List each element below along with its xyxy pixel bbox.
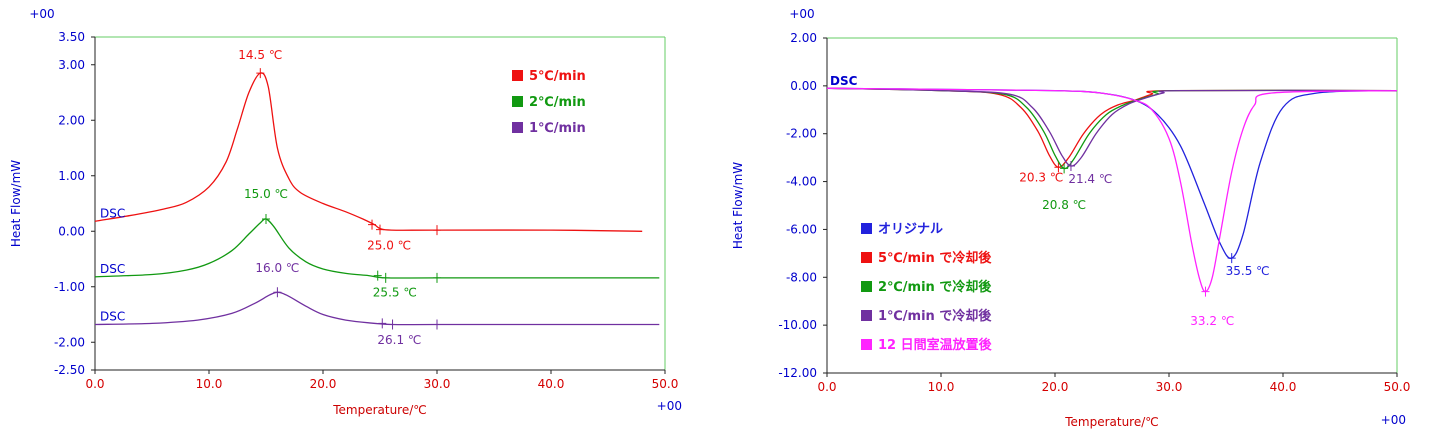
- peak-marker: [368, 219, 377, 230]
- curve-name-label: DSC: [100, 206, 125, 220]
- peak-marker: [433, 272, 441, 283]
- legend-swatch: [512, 70, 523, 81]
- y-tick-label: 2.00: [58, 113, 85, 127]
- peak-temperature-label: 20.8 ℃: [1042, 198, 1086, 212]
- peak-marker: [262, 214, 270, 225]
- curve-name-label: DSC: [100, 262, 125, 276]
- peak-marker: [1060, 163, 1069, 174]
- x-tick-label: 10.0: [196, 377, 223, 391]
- legend-swatch: [861, 252, 872, 263]
- series-line-2: [826, 87, 1398, 170]
- x-axis-title: Temperature/℃: [1064, 415, 1159, 429]
- series-line-1: [826, 87, 1398, 168]
- series-line-0: [94, 72, 643, 232]
- peak-temperature-label: 20.3 ℃: [1019, 171, 1063, 185]
- curve-name-label: DSC: [100, 309, 125, 323]
- legend-label: 1℃/min: [529, 121, 586, 136]
- legend-swatch: [512, 122, 523, 133]
- peak-marker: [378, 318, 387, 329]
- x-tick-label: 20.0: [310, 377, 337, 391]
- y-tick-label: 3.50: [58, 30, 85, 44]
- x-tick-label: 30.0: [424, 377, 451, 391]
- peak-temperature-label: 16.0 ℃: [255, 261, 299, 275]
- peak-marker: [381, 272, 390, 283]
- peak-temperature-label: 33.2 ℃: [1190, 314, 1234, 328]
- legend-label: 5℃/min で冷却後: [878, 250, 992, 266]
- legend-label: 2℃/min: [529, 95, 586, 110]
- peak-temperature-label: 21.4 ℃: [1068, 172, 1112, 186]
- x-tick-label: 50.0: [652, 377, 679, 391]
- legend-label: 5℃/min: [529, 69, 586, 84]
- peak-temperature-label: 35.5 ℃: [1226, 264, 1270, 278]
- x-tick-label: 10.0: [928, 380, 955, 394]
- series-line-4: [826, 87, 1398, 293]
- y-tick-label: -1.00: [54, 280, 85, 294]
- peak-temperature-label: 25.0 ℃: [367, 239, 411, 253]
- peak-temperature-label: 25.5 ℃: [373, 286, 417, 300]
- dsc-chart-storage-comparison: +00 +00 2.00 0.00 -2.00 -4.00 -6.00 -8.00 -10.00…: [731, 7, 1411, 429]
- y-axis-title: Heat Flow/mW: [9, 160, 23, 247]
- y-tick-label: -4.00: [786, 175, 817, 189]
- y-axis-title: Heat Flow/mW: [731, 162, 745, 249]
- x-tick-label: 40.0: [1270, 380, 1297, 394]
- x-exponent-label: +00: [657, 399, 682, 413]
- peak-marker: [388, 319, 397, 330]
- y-tick-label: -10.00: [778, 318, 817, 332]
- legend-label: 2℃/min で冷却後: [878, 279, 992, 295]
- x-exponent-label: +00: [1381, 413, 1406, 427]
- legend-label: 1℃/min で冷却後: [878, 308, 992, 324]
- peak-marker: [433, 319, 441, 330]
- y-tick-label: 3.00: [58, 58, 85, 72]
- y-tick-label: -2.50: [54, 363, 85, 377]
- legend-swatch: [861, 281, 872, 292]
- y-tick-label: -6.00: [786, 222, 817, 236]
- x-tick-label: 20.0: [1042, 380, 1069, 394]
- x-axis-title: Temperature/℃: [332, 403, 427, 417]
- y-exponent-label: +00: [29, 7, 54, 21]
- y-tick-label: 0.00: [790, 79, 817, 93]
- peak-marker: [273, 287, 282, 298]
- peak-temperature-label: 26.1 ℃: [377, 333, 421, 347]
- peak-marker: [433, 225, 441, 236]
- peak-marker: [1201, 286, 1210, 297]
- y-tick-label: -8.00: [786, 270, 817, 284]
- peak-temperature-label: 14.5 ℃: [238, 48, 282, 62]
- y-tick-label: 1.00: [58, 169, 85, 183]
- peak-marker: [1054, 162, 1063, 173]
- legend-swatch: [861, 310, 872, 321]
- legend-swatch: [861, 339, 872, 350]
- legend-label: 12 日間室温放置後: [878, 337, 993, 353]
- dsc-chart-cooling-rates: +00 +00 3.50 3.00 2.00 1.00 0.00 -1.00 -2.00 -2.5…: [9, 7, 682, 417]
- legend-swatch: [512, 96, 523, 107]
- y-tick-label: 2.00: [790, 31, 817, 45]
- x-tick-label: 0.0: [85, 377, 104, 391]
- peak-marker: [1227, 253, 1236, 264]
- peak-temperature-label: 15.0 ℃: [244, 187, 288, 201]
- legend-swatch: [861, 223, 872, 234]
- y-tick-label: -2.00: [786, 127, 817, 141]
- peak-marker: [256, 68, 265, 79]
- y-tick-label: 0.00: [58, 224, 85, 238]
- peak-marker: [1066, 161, 1075, 172]
- x-tick-label: 30.0: [1156, 380, 1183, 394]
- x-tick-label: 40.0: [538, 377, 565, 391]
- series-line-3: [826, 87, 1398, 167]
- y-tick-label: -2.00: [54, 335, 85, 349]
- peak-marker: [373, 270, 382, 281]
- y-exponent-label: +00: [789, 7, 814, 21]
- y-tick-label: -12.00: [778, 366, 817, 380]
- x-tick-label: 0.0: [817, 380, 836, 394]
- peak-marker: [376, 224, 384, 235]
- legend-label: オリジナル: [878, 222, 943, 237]
- series-line-1: [94, 218, 660, 279]
- x-tick-label: 50.0: [1384, 380, 1411, 394]
- curve-name-label: DSC: [830, 74, 858, 88]
